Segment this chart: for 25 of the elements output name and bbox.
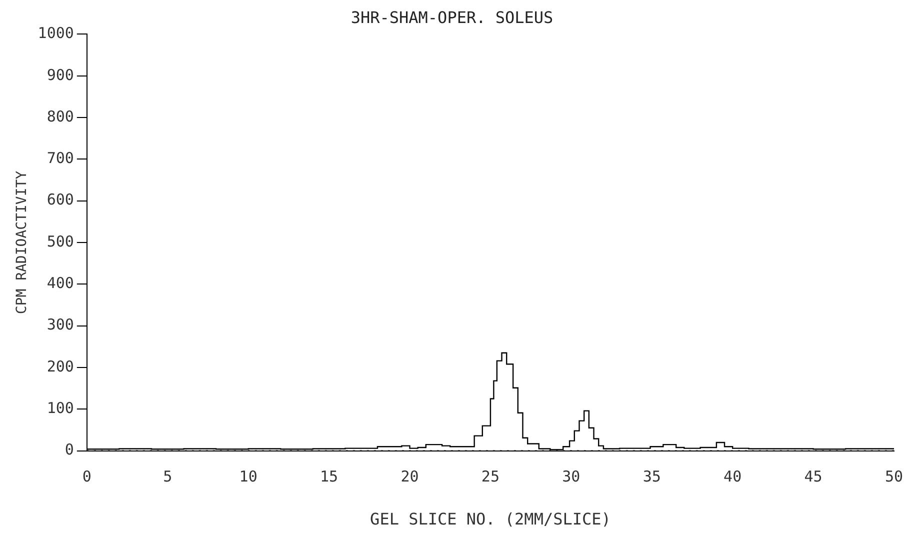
chart-title: 3HR-SHAM-OPER. SOLEUS <box>350 8 554 27</box>
x-tick-label: 0 <box>82 468 92 486</box>
y-tick-label: 600 <box>46 190 74 209</box>
x-axis-title: GEL SLICE NO. (2MM/SLICE) <box>370 510 611 529</box>
y-axis-title: CPM RADIOACTIVITY <box>14 170 30 314</box>
y-tick-label: 1000 <box>38 24 74 42</box>
x-tick-label: 5 <box>163 468 172 486</box>
y-tick-label: 500 <box>46 232 74 250</box>
x-tick-label: 30 <box>562 468 580 486</box>
y-tick-label: 800 <box>46 107 74 126</box>
y-tick-label: 900 <box>46 66 74 84</box>
x-tick-label: 25 <box>481 468 500 486</box>
x-tick-label: 35 <box>642 468 661 486</box>
y-tick-label: 0 <box>64 440 74 459</box>
x-tick-label: 10 <box>239 468 258 486</box>
x-tick-label: 45 <box>804 468 822 486</box>
y-tick-label: 400 <box>46 274 74 292</box>
y-tick-label: 300 <box>46 316 74 334</box>
x-tick-label: 20 <box>400 468 419 486</box>
x-tick-label: 15 <box>320 468 338 486</box>
y-tick-label: 200 <box>46 357 74 376</box>
x-tick-label: 40 <box>724 468 742 486</box>
x-tick-label: 50 <box>884 468 904 486</box>
y-tick-label: 100 <box>46 399 74 418</box>
y-tick-label: 700 <box>46 149 74 168</box>
